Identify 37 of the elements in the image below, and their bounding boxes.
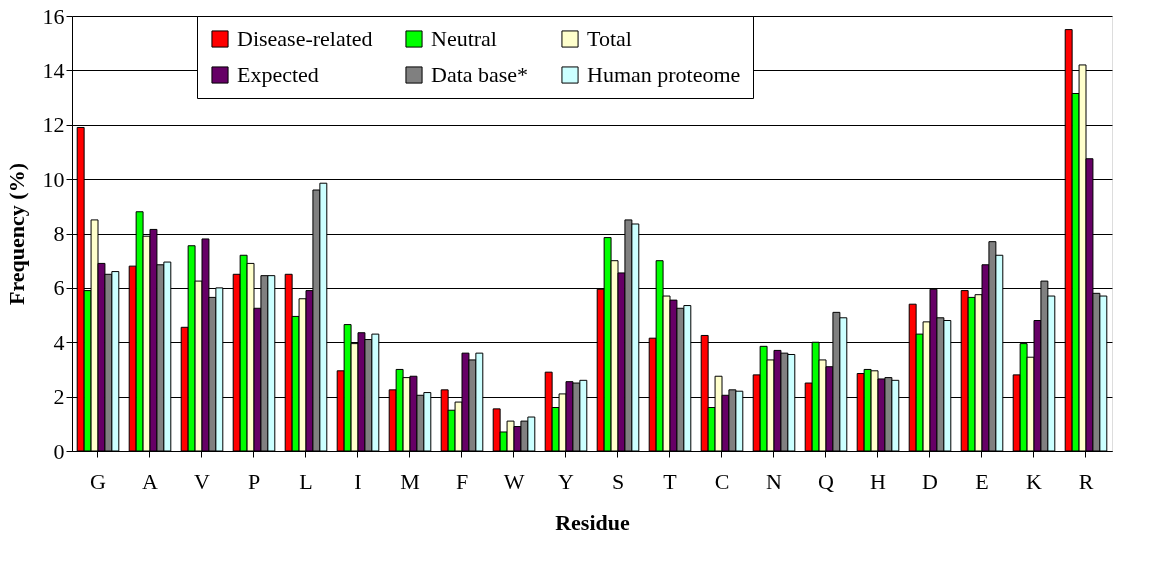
x-tick-label: G (90, 468, 107, 494)
x-tick-label: Q (818, 468, 835, 494)
x-tick-label: K (1026, 468, 1043, 494)
x-tick-label: Y (558, 468, 575, 494)
x-tick-label: P (247, 468, 261, 494)
legend-label: Data base* (431, 62, 529, 87)
y-axis-title: Frequency (%) (3, 163, 29, 305)
y-tick-label: 2 (53, 384, 65, 410)
x-tick-label: M (400, 468, 420, 494)
y-tick-label: 6 (53, 275, 65, 301)
x-tick-label: A (142, 468, 159, 494)
x-tick-label: L (299, 468, 313, 494)
x-tick-label: W (503, 468, 525, 494)
x-tick-label: S (611, 468, 625, 494)
y-tick-label: 0 (53, 438, 65, 464)
x-tick-label: H (870, 468, 887, 494)
legend-label: Neutral (431, 26, 497, 51)
y-tick-label: 14 (42, 57, 65, 83)
x-tick-label: N (766, 468, 783, 494)
legend-label: Human proteome (587, 62, 741, 87)
x-tick-label: V (194, 468, 211, 494)
x-tick-label: C (714, 468, 730, 494)
x-tick-label: R (1078, 468, 1094, 494)
x-tick-label: T (663, 468, 678, 494)
x-tick-label: I (354, 468, 362, 494)
y-tick-label: 12 (42, 112, 65, 138)
legend-label: Total (587, 26, 632, 51)
legend-label: Disease-related (237, 26, 373, 51)
y-tick-label: 4 (53, 329, 65, 355)
x-tick-label: E (975, 468, 989, 494)
legend-label: Expected (237, 62, 319, 87)
y-tick-label: 10 (42, 166, 65, 192)
y-tick-label: 8 (53, 221, 65, 246)
x-tick-label: F (455, 468, 469, 494)
y-tick-label: 16 (42, 3, 65, 29)
x-tick-label: D (922, 468, 938, 494)
x-axis-title: Residue (555, 509, 631, 535)
